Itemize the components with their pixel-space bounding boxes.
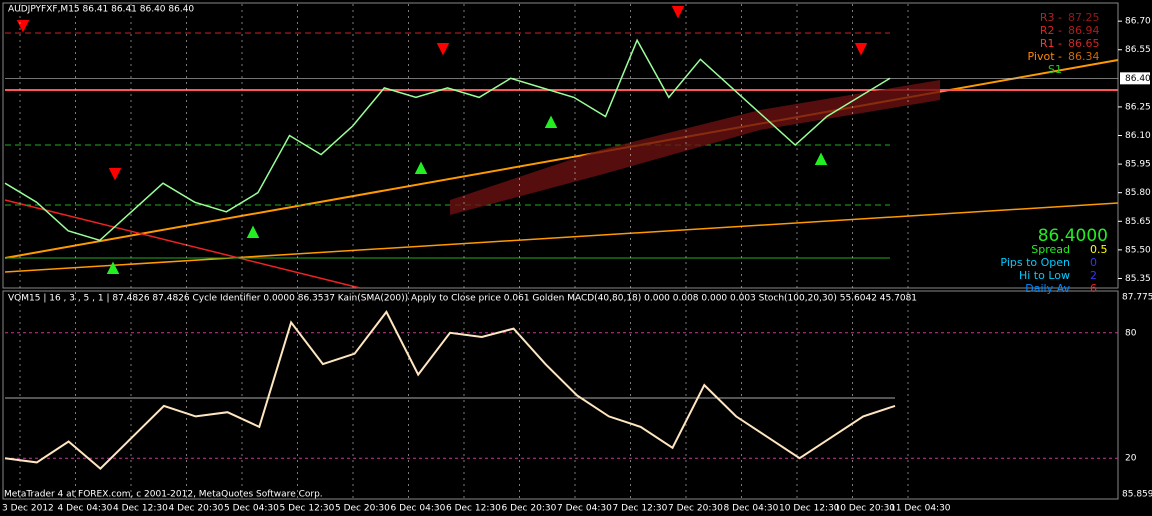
info-value: 2 [1090,269,1097,282]
indicator-panel-frame [2,290,1119,500]
x-tick-label: 7 Dec 20:30 [668,504,723,514]
y-tick-label: 85.80 [1125,188,1151,198]
x-tick-label: 4 Dec 20:30 [169,504,224,514]
pivot-label: R3 - [1040,11,1062,24]
info-label: Spread [1031,243,1070,256]
pivot-label: S1 [1048,63,1062,76]
price-line [4,38,891,242]
y-tick-label: 86.10 [1125,131,1151,141]
x-tick-label: 5 Dec 04:30 [224,504,279,514]
dynamic-layer: 86.70 86.55 86.25 86.10 85.95 85.80 85.65 85.50… [2,4,1152,514]
x-tick-label: 11 Dec 04:30 [890,504,951,514]
info-value: 0 [1090,256,1097,269]
info-label: Hi to Low [1019,269,1070,282]
trend-line [4,199,361,289]
x-tick-label: 7 Dec 04:30 [557,504,612,514]
x-tick-label: 3 Dec 2012 [2,504,54,514]
y-tick-label: 85.65 [1125,217,1151,227]
info-label: Daily Av [1025,282,1070,295]
level-label: 20 [1125,454,1137,464]
pivot-label: R2 - [1040,24,1062,37]
x-tick-label: 8 Dec 04:30 [724,504,779,514]
info-price: 86.4000 [1038,226,1108,246]
scale-top: 87.7755 [1122,293,1152,303]
scale-bottom: 85.8595 [1122,490,1152,500]
x-tick-label: 10 Dec 12:30 [779,504,840,514]
x-tick-label: 6 Dec 04:30 [391,504,446,514]
y-tick-label: 85.50 [1125,245,1151,255]
y-tick-label: 86.55 [1125,45,1151,55]
main-panel-frame [2,2,1119,289]
current-price-label: 86.40 [1125,74,1151,84]
x-tick-label: 4 Dec 04:30 [58,504,113,514]
copyright: MetaTrader 4 at FOREX.com, c 2001-2012, … [4,490,323,500]
pivot-value: 87.25 [1068,11,1100,24]
current-price-box [1120,72,1150,85]
trend-line [4,202,1119,273]
x-tick-label: 7 Dec 12:30 [613,504,668,514]
stoch-line [4,310,896,470]
x-tick-label: 6 Dec 20:30 [502,504,557,514]
y-tick-label: 86.70 [1125,17,1151,27]
x-tick-label: 5 Dec 12:30 [280,504,335,514]
x-tick-label: 5 Dec 20:30 [335,504,390,514]
level-label: 80 [1125,328,1137,338]
pivot-label: R1 - [1040,37,1062,50]
x-tick-label: 10 Dec 20:30 [835,504,896,514]
chart-header: AUDJPYFXF,M15 86.41 86.41 86.40 86.40 [8,5,194,15]
info-value: 0.5 [1090,243,1108,256]
pivot-value: 86.34 [1068,50,1100,63]
pivot-value: 86.65 [1068,37,1100,50]
indicator-header: VQM15 | 16 , 3 , 5 , 1 | 87.4826 87.4826… [8,294,917,304]
info-label: Pips to Open [1000,256,1070,269]
sell-arrow [16,6,868,181]
pivot-value: 86.94 [1068,24,1100,37]
x-tick-label: 6 Dec 12:30 [446,504,501,514]
cloud [450,80,940,215]
pivot-label: Pivot - [1028,50,1062,63]
buy-arrow [106,115,828,274]
y-tick-label: 86.25 [1125,102,1151,112]
x-tick-label: 4 Dec 12:30 [113,504,168,514]
y-tick-label: 85.95 [1125,160,1151,170]
y-tick-label: 85.35 [1125,274,1151,284]
info-value: 6 [1090,282,1097,295]
